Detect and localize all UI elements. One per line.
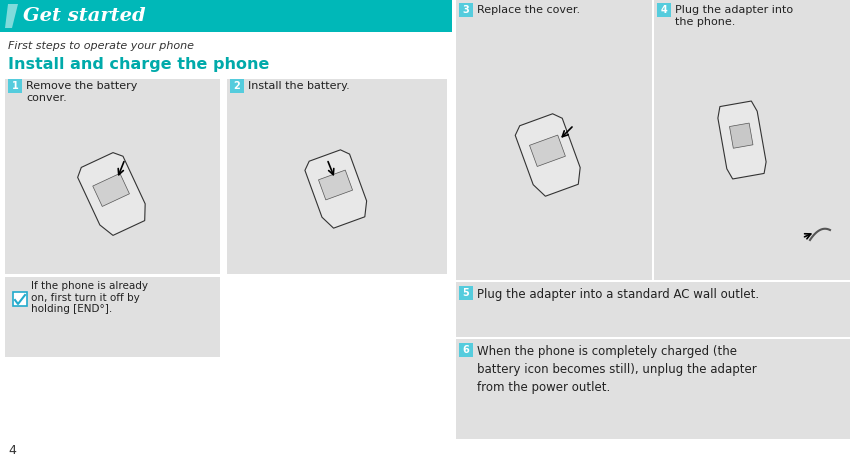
Bar — [459, 286, 473, 300]
Bar — [657, 3, 671, 17]
Text: Install the battery.: Install the battery. — [248, 81, 349, 91]
Text: 5: 5 — [462, 288, 469, 298]
Bar — [13, 292, 27, 306]
Text: 1: 1 — [12, 81, 19, 91]
Text: 2: 2 — [234, 81, 241, 91]
Bar — [227, 79, 447, 274]
Text: First steps to operate your phone: First steps to operate your phone — [8, 41, 194, 51]
Polygon shape — [305, 150, 366, 228]
Bar — [5, 277, 220, 357]
Polygon shape — [530, 135, 565, 167]
Text: Plug the adapter into
the phone.: Plug the adapter into the phone. — [675, 5, 793, 26]
Text: Remove the battery
conver.: Remove the battery conver. — [26, 81, 138, 103]
Bar — [5, 79, 220, 274]
Bar — [456, 282, 850, 337]
Polygon shape — [5, 4, 18, 28]
Bar — [8, 79, 22, 93]
Text: Get started: Get started — [23, 7, 145, 25]
Text: 4: 4 — [660, 5, 667, 15]
Bar — [459, 343, 473, 357]
Bar — [456, 339, 850, 439]
Polygon shape — [77, 153, 145, 235]
Text: 3: 3 — [462, 5, 469, 15]
Text: 6: 6 — [462, 345, 469, 355]
Polygon shape — [718, 101, 766, 179]
Text: Replace the cover.: Replace the cover. — [477, 5, 580, 15]
Polygon shape — [515, 114, 581, 196]
Text: Plug the adapter into a standard AC wall outlet.: Plug the adapter into a standard AC wall… — [477, 288, 759, 301]
Text: When the phone is completely charged (the
battery icon becomes still), unplug th: When the phone is completely charged (th… — [477, 345, 756, 394]
Bar — [459, 3, 473, 17]
Bar — [456, 0, 652, 280]
Polygon shape — [319, 170, 353, 200]
Polygon shape — [729, 123, 753, 148]
Text: Install and charge the phone: Install and charge the phone — [8, 56, 269, 71]
Polygon shape — [93, 173, 129, 206]
Bar — [654, 0, 850, 280]
Text: 4: 4 — [8, 444, 16, 457]
Bar — [0, 0, 452, 32]
Text: If the phone is already
on, first turn it off by
holding [END°].: If the phone is already on, first turn i… — [31, 281, 148, 314]
Bar — [230, 79, 244, 93]
